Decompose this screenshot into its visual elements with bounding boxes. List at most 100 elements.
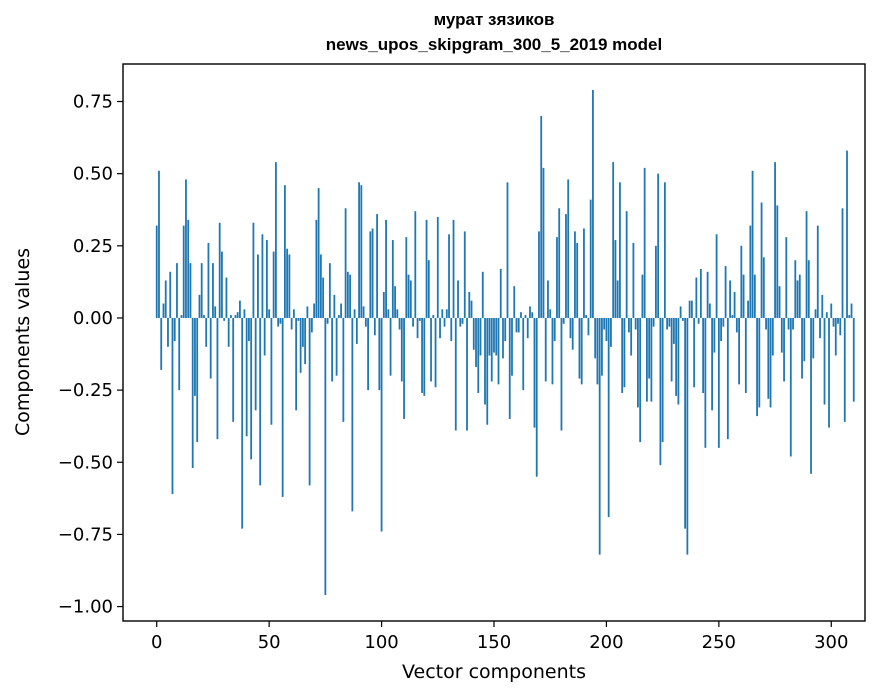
- bar-257: [733, 291, 736, 318]
- bar-101: [382, 291, 385, 318]
- bar-214: [637, 317, 639, 408]
- bar-201: [607, 317, 610, 518]
- bar-4: [164, 280, 167, 318]
- bar-6: [169, 271, 172, 318]
- bar-34: [232, 317, 235, 422]
- x-axis-label: Vector components: [402, 661, 586, 683]
- bar-285: [796, 280, 799, 318]
- bar-140: [470, 300, 473, 318]
- bar-241: [697, 317, 700, 324]
- bar-281: [787, 317, 790, 330]
- y-tick-label: −0.50: [58, 452, 113, 473]
- bar-98: [376, 214, 378, 318]
- x-tick-label: 300: [814, 632, 848, 653]
- bar-208: [623, 317, 626, 388]
- bar-310: [852, 317, 855, 402]
- bar-38: [241, 317, 244, 529]
- bar-18: [196, 317, 199, 443]
- bar-206: [619, 182, 621, 318]
- bar-104: [389, 317, 392, 376]
- bar-82: [340, 303, 342, 318]
- bar-125: [436, 216, 439, 318]
- bar-226: [663, 182, 666, 318]
- bar-0: [155, 225, 158, 318]
- y-tick-label: −0.75: [58, 524, 113, 545]
- bar-169: [535, 317, 538, 477]
- bar-65: [301, 317, 304, 347]
- bar-22: [205, 317, 208, 347]
- bar-237: [688, 300, 691, 318]
- x-tick-label: 150: [477, 632, 511, 653]
- bar-77: [328, 263, 331, 318]
- bar-274: [771, 317, 774, 356]
- bar-27: [216, 317, 219, 440]
- bar-10: [178, 317, 181, 391]
- bar-229: [670, 317, 673, 382]
- bar-137: [463, 231, 466, 318]
- bar-288: [803, 317, 806, 362]
- y-tick-label: 0.50: [73, 164, 113, 185]
- bar-195: [594, 317, 597, 359]
- bar-249: [715, 234, 718, 318]
- bar-97: [373, 317, 376, 336]
- bar-87: [351, 317, 354, 512]
- bar-191: [585, 315, 588, 318]
- bar-19: [198, 294, 201, 318]
- bar-173: [544, 317, 547, 382]
- axis-ticks: 0 50 100 150 200 250 300 0.75 0.50 0.25 0.00 −0.25 −…: [58, 92, 849, 653]
- bar-132: [452, 219, 455, 318]
- bar-86: [349, 274, 351, 318]
- bar-278: [780, 317, 783, 353]
- bar-24: [209, 317, 212, 379]
- bar-147: [486, 317, 489, 425]
- bar-261: [742, 274, 745, 318]
- bar-231: [675, 317, 678, 396]
- bar-148: [488, 317, 491, 356]
- bar-64: [299, 317, 302, 373]
- bar-8: [173, 317, 176, 342]
- bar-174: [547, 280, 549, 318]
- bar-59: [288, 254, 291, 318]
- bar-211: [630, 317, 633, 356]
- bar-20: [200, 263, 203, 318]
- bar-165: [526, 317, 529, 339]
- bar-75: [324, 317, 327, 596]
- bar-230: [672, 317, 675, 344]
- bar-13: [185, 179, 187, 318]
- bar-215: [639, 317, 642, 443]
- bar-183: [567, 179, 570, 318]
- bar-66: [304, 317, 307, 365]
- bar-295: [819, 317, 821, 339]
- bar-12: [182, 225, 185, 318]
- bar-50: [268, 309, 271, 318]
- bar-222: [654, 245, 657, 318]
- bar-110: [403, 317, 405, 419]
- bar-233: [679, 306, 682, 318]
- bar-300: [830, 303, 833, 318]
- bar-301: [832, 317, 835, 327]
- bar-117: [418, 317, 421, 321]
- bar-302: [834, 317, 837, 356]
- bar-123: [432, 315, 435, 318]
- bar-51: [270, 317, 273, 425]
- bar-247: [711, 317, 713, 411]
- bar-30: [223, 317, 226, 321]
- bar-32: [227, 317, 230, 347]
- bar-177: [553, 317, 556, 342]
- bar-159: [513, 286, 516, 318]
- bar-180: [560, 317, 563, 431]
- bar-99: [378, 317, 381, 391]
- bar-36: [236, 312, 239, 318]
- bar-72: [317, 188, 320, 318]
- bar-145: [481, 271, 484, 318]
- bar-304: [839, 317, 842, 336]
- bar-234: [681, 317, 684, 321]
- bar-272: [767, 317, 770, 399]
- bar-157: [508, 317, 511, 419]
- bar-216: [641, 274, 644, 318]
- bar-228: [668, 317, 671, 327]
- bar-227: [666, 317, 669, 330]
- bar-85: [346, 271, 349, 318]
- bar-160: [515, 317, 518, 333]
- bar-94: [367, 317, 369, 391]
